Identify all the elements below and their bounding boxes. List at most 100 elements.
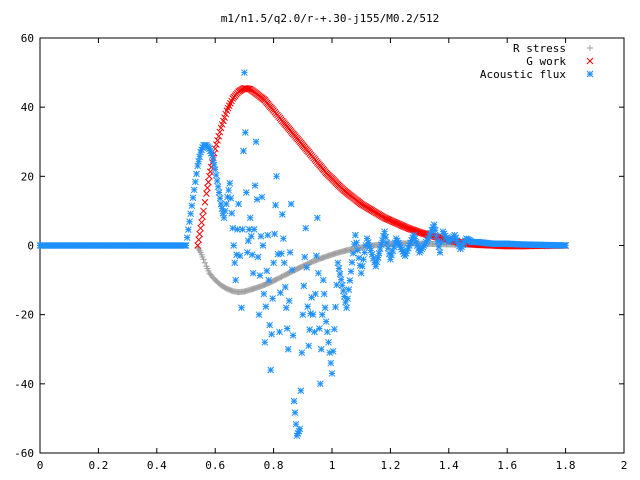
data-point	[263, 267, 271, 275]
data-point	[250, 226, 258, 233]
legend-label: R stress	[513, 42, 566, 55]
data-point	[388, 251, 395, 259]
data-point	[410, 226, 418, 234]
data-point	[228, 209, 236, 217]
data-point	[268, 330, 276, 338]
data-point	[338, 281, 346, 289]
data-point	[315, 269, 322, 277]
data-point	[200, 207, 207, 215]
data-point	[213, 141, 220, 148]
data-point	[280, 259, 288, 267]
data-point	[285, 297, 293, 305]
legend-marker	[586, 57, 594, 65]
data-point	[309, 311, 317, 319]
data-point	[245, 226, 253, 233]
x-tick-label: 1.6	[497, 459, 517, 472]
data-point	[238, 304, 245, 312]
x-tick-label: 1.8	[556, 459, 576, 472]
data-point	[283, 325, 291, 332]
data-point	[240, 147, 247, 155]
data-point	[261, 338, 269, 346]
data-point	[279, 235, 287, 242]
data-point	[222, 200, 230, 208]
data-point	[262, 303, 270, 310]
data-point	[256, 272, 264, 279]
data-point	[278, 250, 285, 257]
legend-marker	[587, 45, 593, 51]
data-point	[241, 69, 248, 76]
data-point	[336, 270, 344, 278]
data-point	[354, 246, 362, 254]
y-tick-label: -60	[14, 447, 34, 460]
y-tick-label: -20	[14, 309, 34, 322]
x-tick-label: 0.6	[205, 459, 225, 472]
data-point	[328, 370, 336, 377]
data-point	[322, 318, 330, 325]
data-marks	[36, 69, 569, 440]
data-point	[273, 276, 280, 283]
data-point	[348, 259, 356, 266]
data-point	[289, 332, 297, 339]
data-point	[248, 251, 256, 259]
data-point	[323, 328, 331, 336]
data-point	[372, 262, 380, 270]
data-point	[201, 198, 209, 206]
data-point	[276, 275, 283, 282]
data-point	[436, 249, 444, 256]
data-point	[215, 189, 223, 196]
data-point	[319, 276, 327, 284]
y-tick-label: 0	[27, 240, 34, 253]
data-point	[406, 225, 414, 233]
data-point	[405, 225, 413, 232]
data-point	[374, 254, 382, 261]
data-point	[347, 268, 355, 275]
data-point	[251, 182, 259, 189]
data-point	[373, 258, 381, 266]
data-point	[257, 232, 265, 240]
data-point	[361, 249, 369, 256]
data-point	[190, 186, 198, 194]
data-point	[286, 249, 294, 256]
data-point	[184, 226, 192, 233]
data-point	[226, 179, 234, 187]
data-point	[204, 184, 211, 192]
data-point	[344, 295, 352, 303]
series	[36, 69, 569, 440]
data-point	[321, 304, 329, 312]
data-point	[198, 219, 205, 226]
data-point	[255, 311, 263, 319]
legend-marker	[586, 70, 594, 78]
data-point	[200, 256, 207, 263]
data-point	[213, 177, 221, 185]
data-point	[270, 259, 277, 267]
data-point	[363, 235, 371, 242]
data-point	[242, 189, 250, 196]
data-point	[433, 232, 440, 240]
data-point	[234, 226, 241, 233]
data-point	[352, 231, 359, 239]
data-point	[260, 290, 268, 298]
data-point	[189, 194, 197, 202]
data-point	[430, 221, 438, 229]
data-point	[314, 214, 321, 222]
data-point	[330, 325, 338, 333]
data-point	[220, 214, 228, 222]
data-point	[265, 276, 273, 284]
data-point	[311, 328, 318, 336]
data-point	[264, 231, 272, 239]
data-point	[316, 380, 324, 388]
data-point	[191, 178, 199, 186]
x-tick-label: 0	[37, 459, 44, 472]
data-point	[279, 273, 286, 280]
data-point	[199, 213, 206, 221]
data-point	[196, 230, 203, 238]
data-point	[443, 234, 450, 242]
y-tick-label: 40	[21, 101, 34, 114]
data-point	[381, 228, 388, 236]
data-point	[301, 253, 309, 261]
data-point	[292, 420, 300, 428]
data-point	[291, 409, 299, 417]
data-point	[259, 242, 267, 249]
data-point	[187, 210, 195, 218]
